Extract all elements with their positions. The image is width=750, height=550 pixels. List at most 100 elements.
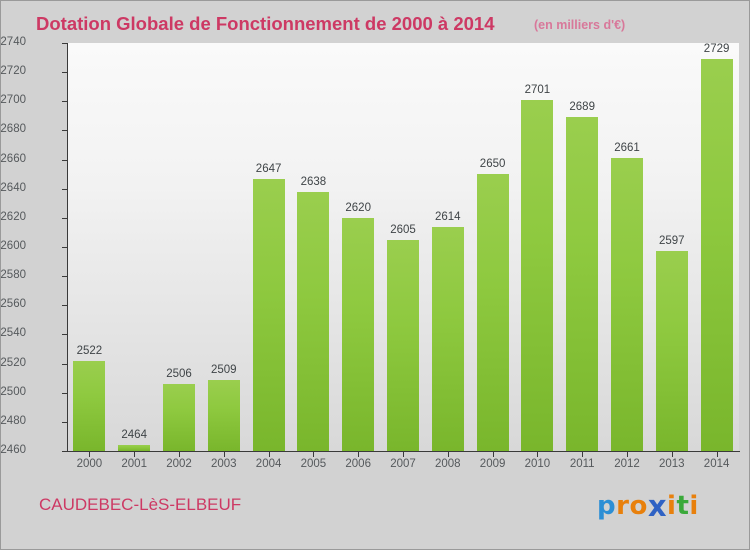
y-axis-tick (62, 334, 68, 336)
bar-value-label: 2661 (614, 142, 640, 155)
x-axis-label: 2013 (659, 458, 685, 470)
y-axis-label: 2540 (0, 327, 26, 340)
x-axis-label: 2004 (255, 458, 282, 470)
chart-header: Dotation Globale de Fonctionnement de 20… (1, 1, 749, 41)
y-axis-tick (62, 451, 68, 452)
x-axis-line (67, 451, 740, 452)
x-axis-label: 2001 (121, 458, 147, 470)
bar-value-label: 2506 (166, 367, 192, 380)
x-axis-tick (537, 452, 539, 457)
proxiti-logo[interactable]: proxiti (597, 487, 699, 523)
bar[interactable] (118, 445, 151, 451)
bar-value-label: 2509 (211, 363, 237, 376)
y-axis-label: 2740 (0, 36, 26, 48)
y-axis-label: 2700 (0, 94, 26, 107)
y-axis-label: 2640 (0, 181, 26, 194)
logo-letter: x (647, 489, 668, 523)
x-axis-tick (716, 452, 718, 457)
bar-value-label: 2614 (435, 210, 461, 223)
plot-frame: 2740 2720 2700 2680 2660 2640 2620 2600 2580 2560… (1, 36, 740, 471)
y-axis-tick (62, 247, 68, 248)
x-axis-label: 2002 (166, 458, 192, 470)
bar-value-label: 2729 (703, 43, 730, 56)
x-axis-label: 2014 (703, 458, 730, 470)
x-axis-label: 2012 (614, 458, 640, 470)
bar-value-label: 2638 (300, 175, 327, 188)
x-axis-label: 2011 (569, 458, 595, 470)
y-axis-label: 2680 (0, 123, 26, 136)
x-axis-label: 2007 (390, 458, 416, 470)
x-axis-tick (89, 452, 91, 457)
logo-letter: i (667, 491, 677, 521)
x-axis-tick (313, 452, 315, 457)
x-axis-tick (671, 452, 673, 457)
bar-value-label: 2597 (659, 235, 685, 248)
x-axis-tick (627, 452, 628, 457)
y-axis-label: 2600 (0, 240, 26, 252)
y-axis-label: 2580 (0, 269, 26, 282)
x-axis-tick (268, 452, 270, 457)
bar[interactable] (476, 174, 509, 451)
bar-value-label: 2522 (76, 344, 103, 357)
bar[interactable] (700, 59, 733, 451)
y-axis-tick (62, 188, 68, 190)
y-axis-tick (62, 72, 68, 74)
x-axis-label: 2010 (524, 458, 551, 470)
page-title: Dotation Globale de Fonctionnement de 20… (36, 13, 495, 34)
bar-value-label: 2650 (479, 158, 506, 171)
y-axis-label: 2460 (0, 444, 26, 456)
y-axis-label: 2520 (0, 356, 26, 369)
y-axis-tick (62, 305, 68, 307)
y-axis-label: 2560 (0, 298, 26, 311)
x-axis-tick (403, 452, 404, 457)
bar-value-label: 2701 (524, 83, 551, 96)
y-axis-tick (62, 43, 68, 44)
chart-footer: CAUDEBEC-LèS-ELBEUF proxiti (1, 473, 749, 549)
bar[interactable] (431, 226, 464, 451)
y-axis-label: 2620 (0, 210, 26, 223)
y-axis-tick (62, 363, 68, 365)
y-axis-tick (62, 130, 68, 132)
logo-letter: t (676, 491, 690, 521)
x-axis-label: 2009 (479, 458, 506, 470)
y-axis-label: 2480 (0, 414, 26, 427)
x-axis-label: 2003 (211, 458, 237, 470)
bar[interactable] (655, 251, 688, 451)
bar[interactable] (342, 217, 375, 451)
y-axis-label: 2720 (0, 65, 26, 78)
bar-value-label: 2605 (390, 223, 416, 236)
x-axis-tick (134, 452, 136, 457)
y-axis-tick (62, 392, 68, 394)
x-axis-tick (358, 452, 360, 457)
x-axis-tick (179, 452, 180, 457)
x-axis-tick (582, 452, 584, 457)
bar-value-label: 2647 (255, 162, 282, 175)
bar[interactable] (207, 379, 240, 451)
y-axis-label: 2500 (0, 385, 26, 398)
x-axis-label: 2008 (435, 458, 461, 470)
bar[interactable] (73, 360, 106, 451)
bar[interactable] (387, 239, 419, 451)
y-axis-tick (62, 276, 68, 278)
x-axis-tick (223, 452, 225, 457)
city-label: CAUDEBEC-LèS-ELBEUF (39, 495, 242, 514)
x-axis-tick (492, 452, 494, 457)
bar[interactable] (611, 158, 643, 451)
y-axis-tick (62, 101, 68, 103)
y-axis-tick (62, 421, 68, 423)
y-axis-tick (62, 159, 68, 161)
y-axis-tick (62, 217, 68, 219)
bar-value-label: 2620 (345, 201, 371, 214)
x-axis-label: 2006 (345, 458, 371, 470)
bar[interactable] (297, 191, 330, 451)
logo-letter: r (616, 491, 630, 521)
x-axis-label: 2000 (76, 458, 103, 470)
logo-letter: i (689, 491, 699, 521)
bar[interactable] (163, 383, 195, 451)
bar[interactable] (566, 117, 599, 451)
bar-value-label: 2464 (121, 429, 147, 442)
bar-value-label: 2689 (569, 101, 595, 114)
bar[interactable] (252, 178, 285, 451)
bar[interactable] (521, 99, 554, 451)
